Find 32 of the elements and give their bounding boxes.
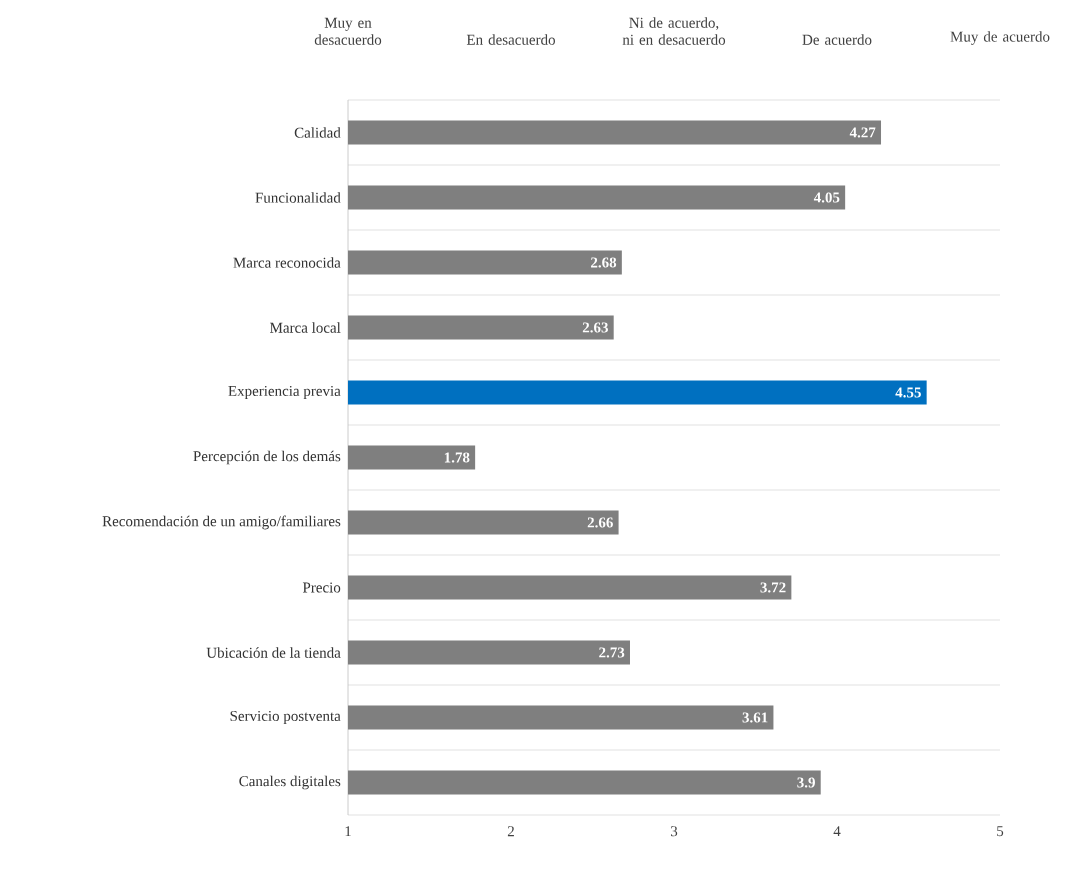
x-tick-label: 5	[997, 826, 1004, 837]
y-tick-label: Experiencia previa	[228, 385, 341, 400]
y-tick-label: Ubicación de la tienda	[206, 647, 341, 658]
data-label: 2.73	[599, 647, 625, 658]
y-tick-label: Canales digitales	[239, 775, 341, 790]
text: Ni de acuerdo, ni en desacuerdo	[622, 17, 726, 45]
data-label: 3.72	[760, 582, 786, 593]
text: Muy en desacuerdo	[314, 17, 382, 45]
x-tick-label: 1	[345, 826, 351, 837]
data-label: 1.78	[444, 452, 470, 463]
data-label: 4.27	[849, 127, 876, 138]
data-label: 4.05	[813, 192, 840, 203]
y-tick-label: Percepción de los demás	[193, 450, 341, 465]
data-label: 2.66	[587, 517, 613, 528]
text: De acuerdo	[802, 34, 872, 45]
text: En desacuerdo	[466, 34, 555, 45]
x-tick-label: 4	[833, 826, 841, 837]
y-tick-label: Precio	[302, 582, 341, 593]
data-label: 3.61	[742, 712, 768, 723]
y-tick-label: Funcionalidad	[255, 192, 341, 203]
data-label: 2.63	[582, 322, 608, 333]
y-tick-label: Marca local	[270, 322, 341, 333]
x-tick-label: 2	[507, 826, 514, 837]
x-tick-label: 3	[670, 826, 678, 837]
y-tick-label: Marca reconocida	[233, 257, 341, 268]
y-tick-label: Servicio postventa	[230, 710, 341, 725]
y-tick-label: Calidad	[294, 127, 341, 138]
data-label: 2.68	[591, 257, 617, 268]
text: Muy de acuerdo	[950, 31, 1050, 45]
y-tick-label: Recomendación de un amigo/familiares	[102, 515, 341, 530]
data-label: 3.9	[797, 777, 815, 788]
data-label: 4.55	[895, 387, 921, 398]
